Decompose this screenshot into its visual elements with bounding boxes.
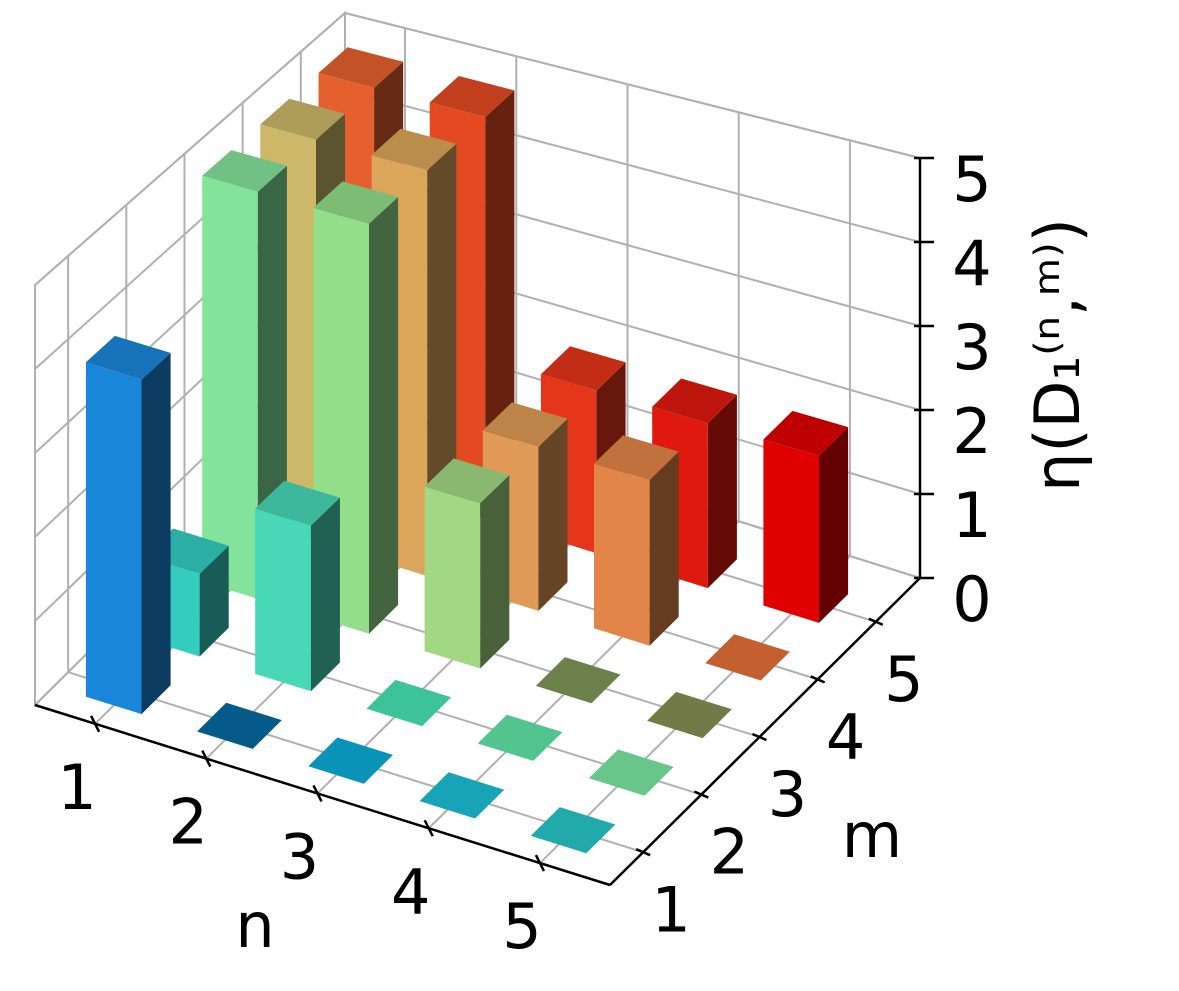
bar-front xyxy=(594,463,650,646)
x-tick xyxy=(89,715,101,733)
bar-top xyxy=(477,714,563,761)
x-tick-label: 5 xyxy=(502,890,541,963)
bar-top xyxy=(540,346,626,391)
bar-top xyxy=(530,807,616,854)
y-tick xyxy=(635,848,651,857)
x-tick-label: 1 xyxy=(57,751,96,824)
x-tick xyxy=(201,750,212,768)
grid-line xyxy=(34,12,346,286)
bar-top xyxy=(763,410,849,456)
bar-top xyxy=(424,458,510,504)
bar-top xyxy=(313,181,399,224)
bar-side xyxy=(199,545,229,657)
bar-side xyxy=(141,352,171,715)
y-tick xyxy=(810,675,826,684)
bar-top xyxy=(647,691,732,739)
bar-front xyxy=(255,508,311,692)
x-axis xyxy=(34,703,611,887)
bar-top xyxy=(419,772,505,819)
bar-side xyxy=(310,497,340,692)
bar-top xyxy=(255,480,340,526)
z-axis-label: η(D₁⁽ⁿ,ᵐ⁾) xyxy=(1021,218,1094,492)
bar-top xyxy=(318,47,404,88)
x-tick xyxy=(423,819,434,837)
bar-top xyxy=(588,749,674,796)
x-tick-label: 3 xyxy=(280,821,319,894)
bar-top xyxy=(260,98,345,140)
x-tick-label: 4 xyxy=(391,855,430,928)
bar-top xyxy=(85,335,171,380)
bar-top xyxy=(705,634,790,681)
bar-top xyxy=(202,150,287,192)
bar-front xyxy=(85,362,142,715)
bar-side xyxy=(819,427,849,623)
z-tick-label: 3 xyxy=(952,311,991,384)
bar-side xyxy=(649,451,679,646)
y-tick-label: 2 xyxy=(710,816,749,889)
bar-front xyxy=(763,439,819,623)
bar-top xyxy=(197,702,282,749)
y-tick xyxy=(751,732,767,742)
x-tick xyxy=(534,854,546,872)
z-tick-label: 2 xyxy=(952,395,991,468)
x-axis-label: n xyxy=(235,889,274,962)
bar-top xyxy=(535,657,621,704)
bar-side xyxy=(538,418,568,611)
grid-line xyxy=(344,12,921,159)
y-axis xyxy=(609,577,921,886)
bar-top xyxy=(429,76,515,117)
y-tick xyxy=(693,790,709,799)
y-tick xyxy=(868,617,884,626)
y-axis-label: m xyxy=(842,799,902,872)
y-tick-label: 1 xyxy=(651,873,690,946)
bar-top xyxy=(482,402,568,447)
bar-side xyxy=(480,475,510,669)
z-tick-label: 1 xyxy=(952,479,991,552)
y-tick-label: 3 xyxy=(768,758,807,831)
y-tick-label: 5 xyxy=(884,643,923,716)
z-tick-label: 4 xyxy=(952,227,991,300)
bar-top xyxy=(652,378,737,424)
bar-top xyxy=(594,435,679,481)
x-tick-label: 2 xyxy=(169,786,208,859)
x-tick xyxy=(312,784,323,802)
bar-top xyxy=(366,679,452,727)
bar-top xyxy=(371,128,457,171)
bar-front xyxy=(202,175,258,599)
bar-side xyxy=(369,197,399,634)
z-tick-label: 5 xyxy=(952,143,991,216)
bar-top xyxy=(308,737,393,784)
z-tick-label: 0 xyxy=(952,563,991,636)
bar-front xyxy=(424,486,481,669)
y-tick-label: 4 xyxy=(826,700,865,773)
bar-side xyxy=(707,394,737,589)
